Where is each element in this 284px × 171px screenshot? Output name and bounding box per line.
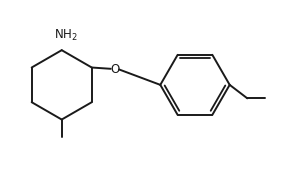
Text: O: O: [110, 63, 120, 76]
Text: NH$_2$: NH$_2$: [54, 28, 78, 43]
